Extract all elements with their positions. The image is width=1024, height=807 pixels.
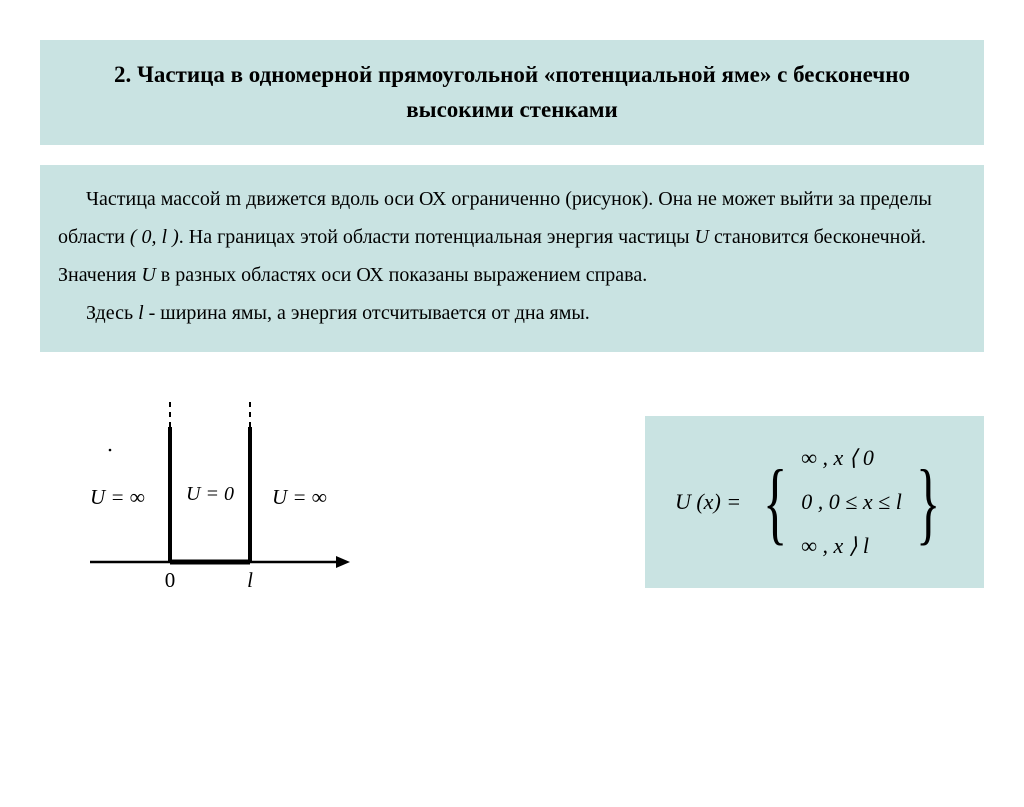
label-u-inf-left: U = ∞ <box>90 485 145 509</box>
p1-U: U <box>695 226 709 248</box>
paragraph-1: Частица массой m движется вдоль оси ОХ о… <box>58 180 966 294</box>
p1-t2: . На границах этой области потенциальная… <box>179 226 695 248</box>
p1-t4: в разных областях оси ОХ показаны выраже… <box>156 264 647 286</box>
slide-title: 2. Частица в одномерной прямоугольной «п… <box>40 40 984 145</box>
formula-cases: ∞ , x ⟨ 0 0 , 0 ≤ x ≤ l ∞ , x ⟩ l <box>801 436 902 568</box>
paragraph-2: Здесь l - ширина ямы, а энергия отсчитыв… <box>58 294 966 332</box>
case-3: ∞ , x ⟩ l <box>801 524 902 568</box>
p1-bounds: ( 0, l ) <box>130 226 179 248</box>
label-u-zero: U = 0 <box>186 483 234 505</box>
case-2: 0 , 0 ≤ x ≤ l <box>801 480 902 524</box>
label-u-inf-right: U = ∞ <box>272 485 327 509</box>
case-1: ∞ , x ⟨ 0 <box>801 436 902 480</box>
piecewise-formula: U (x) = { ∞ , x ⟨ 0 0 , 0 ≤ x ≤ l ∞ , x … <box>645 416 984 588</box>
p2-t2: - ширина ямы, а энергия отсчитывается от… <box>144 302 590 324</box>
axis-zero-label: 0 <box>165 568 176 592</box>
right-brace-icon: } <box>914 462 943 542</box>
left-brace-icon: { <box>761 462 790 542</box>
potential-well-diagram: 0 l U = ∞ U = 0 U = ∞ <box>40 392 380 612</box>
lower-row: 0 l U = ∞ U = 0 U = ∞ U (x) = { ∞ , x ⟨ … <box>40 392 984 612</box>
formula-lhs: U (x) = <box>675 489 749 515</box>
p1-U2: U <box>141 264 155 286</box>
axis-l-label: l <box>247 568 253 592</box>
p2-t1: Здесь <box>86 302 138 324</box>
body-text-block: Частица массой m движется вдоль оси ОХ о… <box>40 165 984 352</box>
